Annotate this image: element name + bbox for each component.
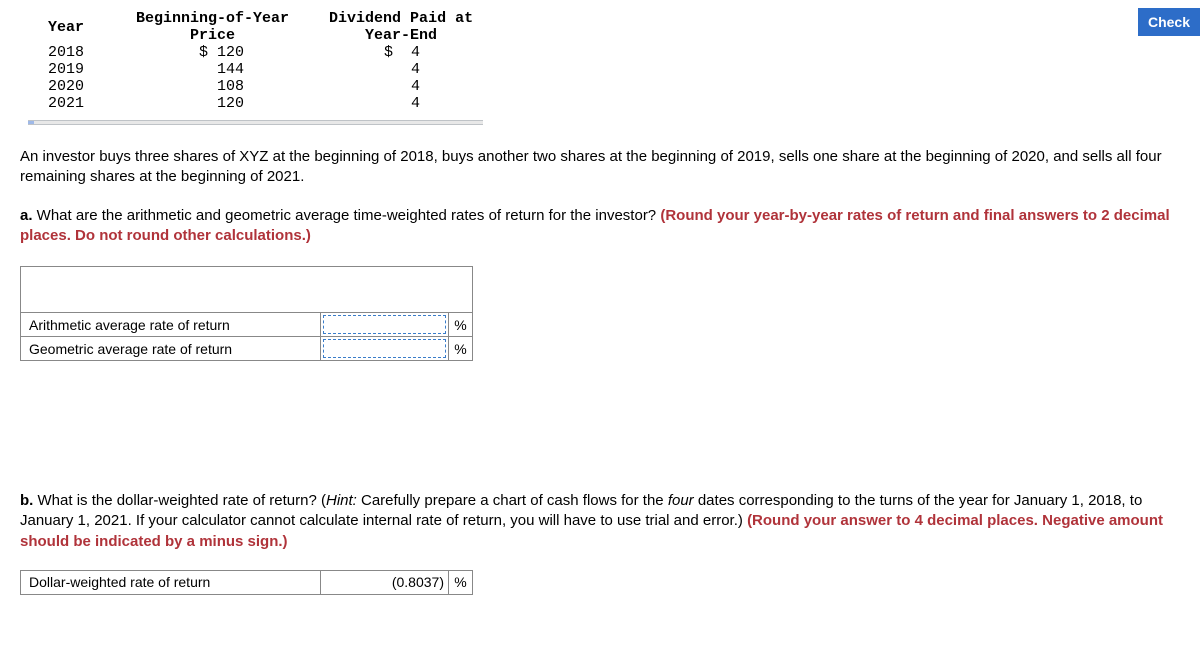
cell-price: $ 120 — [124, 44, 319, 61]
table-row: 2020 108 4 — [28, 78, 485, 95]
cell-price: 144 — [124, 61, 319, 78]
geometric-input-cell — [321, 337, 449, 361]
answer-a-header-blank — [21, 267, 473, 313]
col-header-price: Beginning-of-Year Price — [124, 10, 319, 44]
answer-row-dollar-weighted: Dollar-weighted rate of return % — [21, 570, 473, 594]
cell-dividend: 4 — [319, 78, 485, 95]
cell-year: 2021 — [28, 95, 124, 112]
question-a-text: What are the arithmetic and geometric av… — [33, 207, 661, 224]
question-b: b. What is the dollar-weighted rate of r… — [20, 491, 1180, 552]
arithmetic-label: Arithmetic average rate of return — [21, 313, 321, 337]
answer-row-geometric: Geometric average rate of return % — [21, 337, 473, 361]
question-b-hint-label: Hint: — [326, 492, 357, 509]
cell-year: 2020 — [28, 78, 124, 95]
answer-box-a: Arithmetic average rate of return % Geom… — [20, 266, 1180, 361]
answer-table-a: Arithmetic average rate of return % Geom… — [20, 266, 473, 361]
answer-table-b: Dollar-weighted rate of return % — [20, 570, 473, 595]
question-b-text-1: What is the dollar-weighted rate of retu… — [33, 492, 326, 509]
dollar-weighted-input-cell — [321, 570, 449, 594]
cell-dividend: $ 4 — [319, 44, 485, 61]
answer-box-b: Dollar-weighted rate of return % — [20, 570, 1180, 595]
answer-row-arithmetic: Arithmetic average rate of return % — [21, 313, 473, 337]
dollar-weighted-label: Dollar-weighted rate of return — [21, 570, 321, 594]
question-b-prefix: b. — [20, 492, 33, 509]
table-row: 2019 144 4 — [28, 61, 485, 78]
arithmetic-unit: % — [449, 313, 473, 337]
table-scrollbar[interactable] — [28, 120, 483, 125]
dollar-weighted-unit: % — [449, 570, 473, 594]
arithmetic-input[interactable] — [321, 313, 448, 336]
table-row: 2018 $ 120 $ 4 — [28, 44, 485, 61]
col-header-year: Year — [28, 10, 124, 44]
intro-paragraph: An investor buys three shares of XYZ at … — [20, 147, 1180, 188]
question-a-prefix: a. — [20, 207, 33, 224]
geometric-label: Geometric average rate of return — [21, 337, 321, 361]
cell-price: 108 — [124, 78, 319, 95]
check-button[interactable]: Check — [1138, 8, 1200, 36]
cell-year: 2019 — [28, 61, 124, 78]
col-header-dividend: Dividend Paid at Year-End — [319, 10, 485, 44]
geometric-unit: % — [449, 337, 473, 361]
cell-dividend: 4 — [319, 95, 485, 112]
question-a: a. What are the arithmetic and geometric… — [20, 206, 1180, 247]
cell-year: 2018 — [28, 44, 124, 61]
cell-price: 120 — [124, 95, 319, 112]
dollar-weighted-input[interactable] — [321, 571, 448, 594]
question-b-four: four — [668, 492, 694, 509]
geometric-input[interactable] — [321, 337, 448, 360]
page-content: Year Beginning-of-Year Price Dividend Pa… — [0, 0, 1200, 595]
arithmetic-input-cell — [321, 313, 449, 337]
cell-dividend: 4 — [319, 61, 485, 78]
price-dividend-table: Year Beginning-of-Year Price Dividend Pa… — [28, 10, 485, 112]
question-b-text-2: Carefully prepare a chart of cash flows … — [357, 492, 668, 509]
table-row: 2021 120 4 — [28, 95, 485, 112]
